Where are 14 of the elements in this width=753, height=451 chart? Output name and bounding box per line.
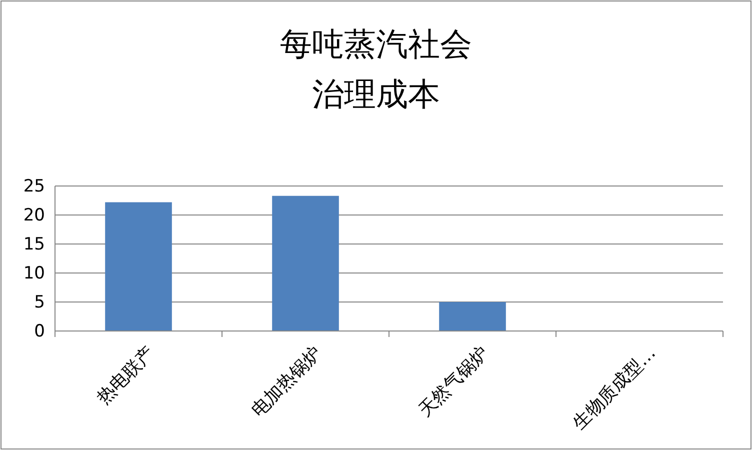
y-tick-label: 25 xyxy=(23,176,45,196)
bar xyxy=(272,196,339,331)
x-tick-label: 天然气锅炉 xyxy=(414,342,493,422)
chart-title: 每吨蒸汽社会治理成本 xyxy=(280,25,472,113)
y-tick-label: 5 xyxy=(34,292,45,312)
y-tick-label: 20 xyxy=(23,205,45,226)
y-tick-label: 0 xyxy=(34,321,45,342)
bar xyxy=(105,202,172,331)
bar xyxy=(439,302,506,331)
x-tick-label: 生物质成型… xyxy=(568,342,660,434)
x-tick-label: 电加热锅炉 xyxy=(247,342,326,422)
x-tick-label: 热电联产 xyxy=(93,342,159,408)
y-tick-label: 10 xyxy=(23,263,45,284)
y-tick-label: 15 xyxy=(23,234,45,254)
